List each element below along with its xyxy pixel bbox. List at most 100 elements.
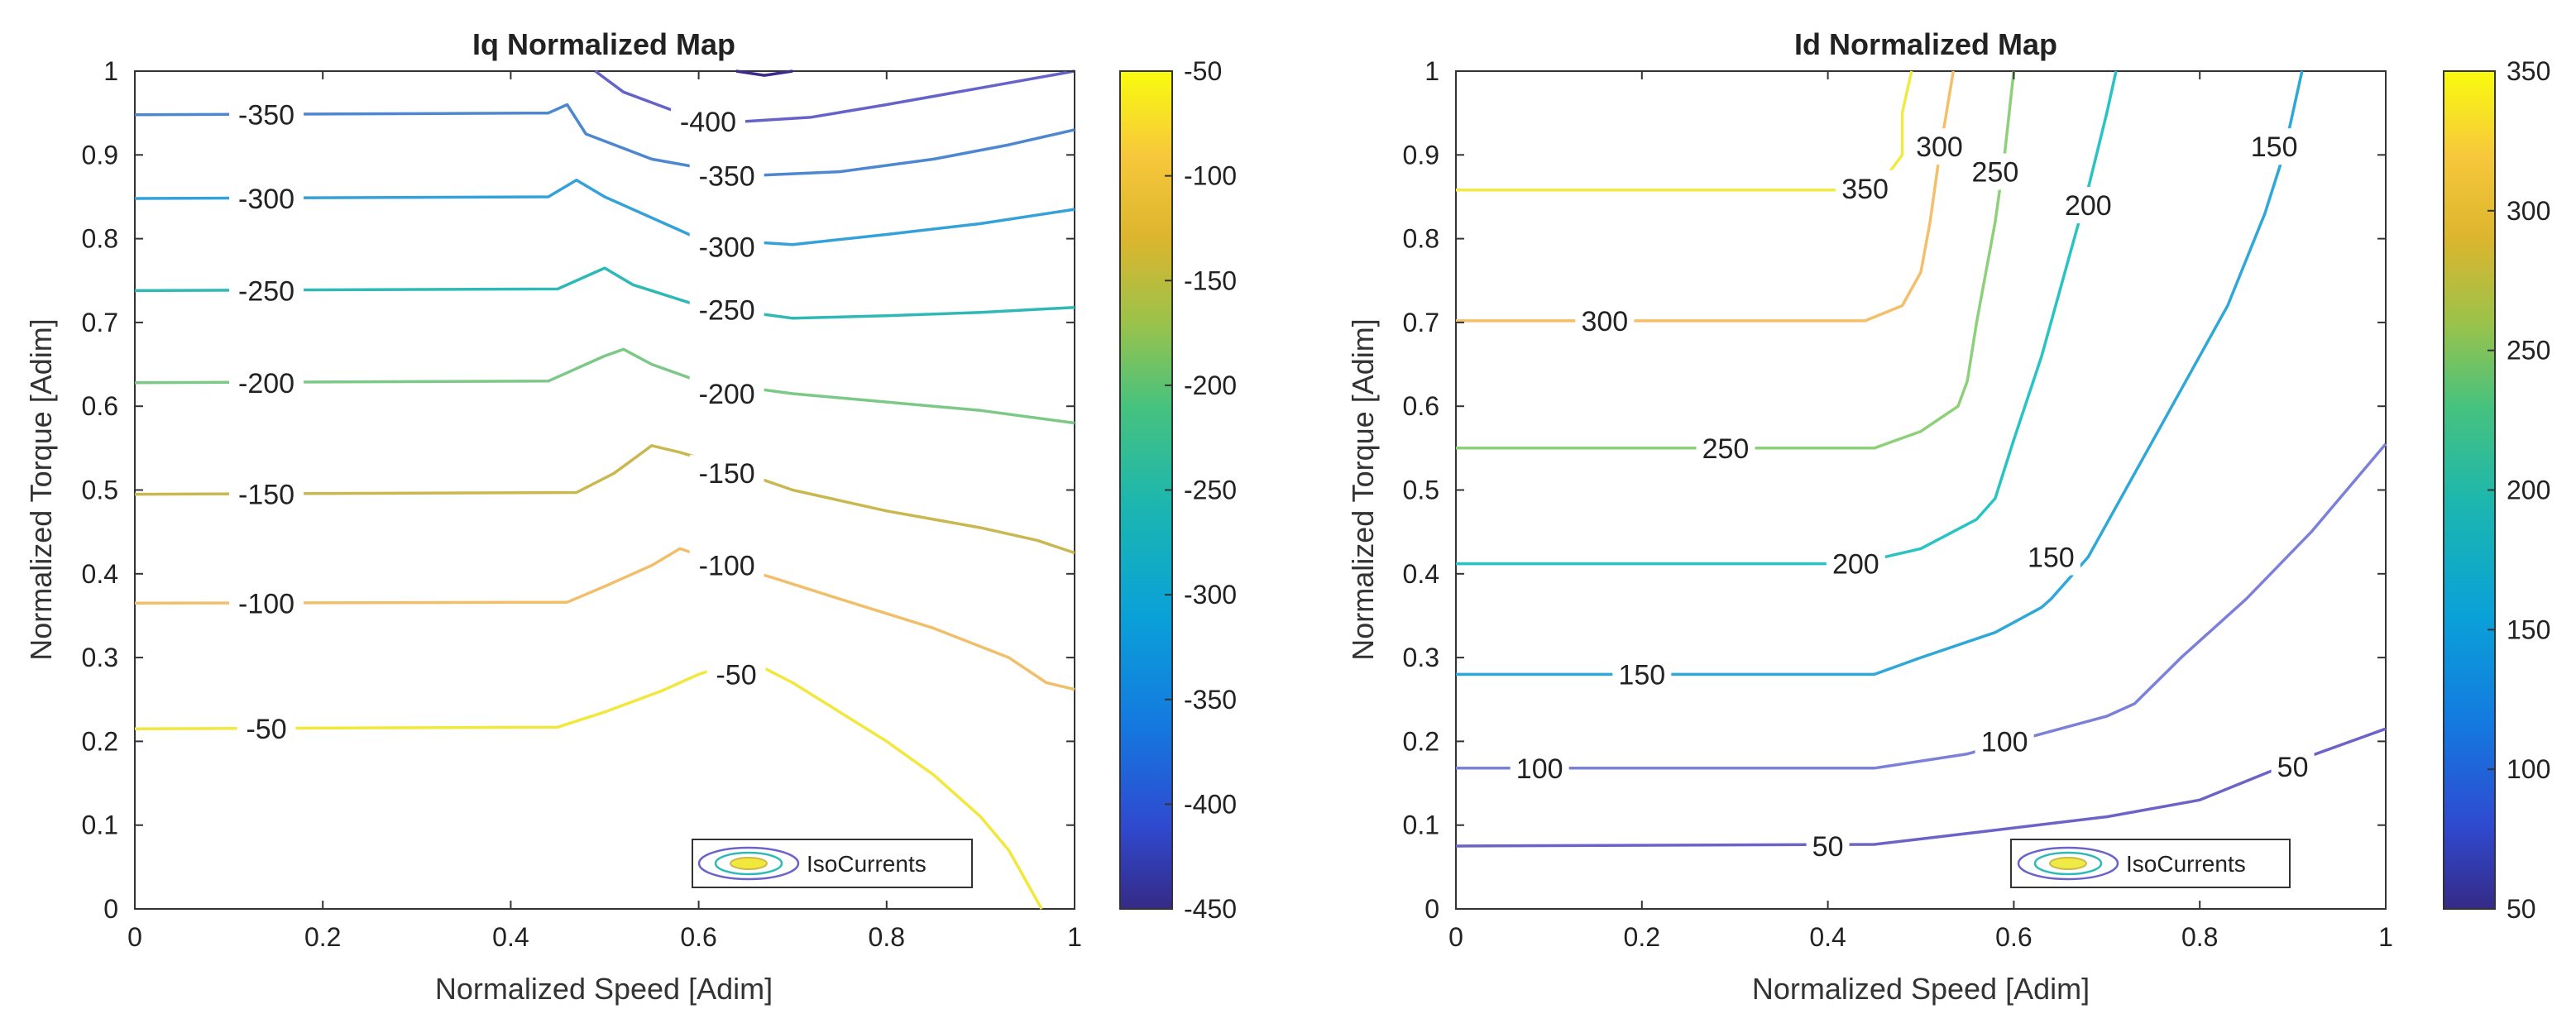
id-plot-area	[1455, 70, 2387, 910]
iq-x-tick-label: 0.6	[680, 922, 716, 952]
iq-contour-label: -100	[238, 588, 294, 619]
iq-legend-contour-icon-mid	[714, 851, 783, 876]
id-colorbar: 50 100 150 200 250 300 350	[2443, 56, 2550, 924]
id-contour-label: 150	[2028, 543, 2075, 574]
id-y-tick-label: 0.5	[1403, 476, 1439, 505]
iq-x-tick-label: 0.4	[492, 922, 529, 952]
id-contour-label-bg	[1575, 302, 1635, 339]
id-contour-line	[1456, 70, 2118, 566]
iq-legend-contour-icon	[697, 846, 800, 881]
id-contour-label: 250	[1972, 157, 2019, 189]
id-y-tick-label: 0.8	[1403, 224, 1439, 254]
iq-y-ticks: 0 0.1 0.2 0.3 0.4 0.5 0.6 0.7 0.8 0.9 1	[82, 56, 1075, 924]
iq-contour-label-bg	[706, 656, 766, 693]
iq-x-axis-label: Normalized Speed [Adim]	[435, 972, 773, 1006]
iq-contour-label: -250	[238, 275, 294, 307]
id-y-tick-label: 0	[1424, 894, 1439, 924]
iq-contour-label: -150	[238, 480, 294, 511]
iq-contour-label-bg	[670, 103, 745, 140]
iq-contour-label-bg	[689, 455, 764, 492]
iq-contour-label: -300	[238, 184, 294, 215]
iq-contour-label: -300	[699, 232, 755, 264]
id-legend-contour-icon-inner	[2049, 857, 2087, 870]
id-contour-label-bg	[1966, 153, 2025, 190]
iq-contour-label: -50	[246, 714, 286, 745]
iq-legend-contour-icon-inner	[730, 857, 768, 870]
iq-contour-label-bg	[689, 547, 764, 584]
iq-contour-label-bg	[689, 228, 764, 265]
iq-contour-line	[134, 660, 1043, 910]
iq-legend-label: IsoCurrents	[807, 851, 926, 877]
iq-y-tick-label: 1	[103, 56, 118, 86]
iq-y-axis-label: Normalized Torque [Adim]	[24, 318, 58, 661]
iq-colorbar-tick-label: -350	[1184, 685, 1237, 715]
id-y-tick-label: 0.4	[1403, 559, 1439, 589]
iq-panel: Iq Normalized Map -50 -50 -100 -100 -150 -150…	[24, 27, 1237, 1006]
id-contour-label-bg	[1806, 828, 1850, 865]
id-contour-line	[1456, 70, 1913, 192]
iq-contour-label: -200	[238, 368, 294, 399]
id-contour-label: 50	[2277, 752, 2309, 783]
iq-y-tick-label: 0.7	[82, 308, 118, 337]
id-legend-contour-icon	[2017, 846, 2119, 881]
iq-y-tick-label: 0.9	[82, 140, 118, 170]
id-y-tick-label: 0.3	[1403, 643, 1439, 672]
id-contour-label-bg	[1696, 429, 1755, 466]
iq-contour-label: -250	[699, 295, 755, 327]
id-x-tick-label: 0.6	[1995, 922, 2032, 952]
iq-y-tick-label: 0	[103, 894, 118, 924]
id-contour-label-bg	[2058, 187, 2118, 224]
iq-contours: -50 -50 -100 -100 -150 -150 -200 -200 -250 -250 -3…	[134, 69, 1075, 910]
iq-x-ticks: 0 0.2 0.4 0.6 0.8 1	[127, 71, 1082, 952]
id-x-tick-label: 0.2	[1624, 922, 1660, 952]
iq-colorbar: -450 -400 -350 -300 -250 -200 -150 -100 -50	[1119, 56, 1237, 924]
iq-colorbar-tick-label: -100	[1184, 161, 1237, 191]
id-panel: Id Normalized Map 5050100100150150150200…	[1346, 27, 2550, 1006]
iq-contour-label: -50	[716, 659, 756, 691]
iq-contour-label: -150	[699, 458, 755, 490]
id-contour-label-bg	[1909, 128, 1969, 165]
id-contour-label: 200	[1832, 549, 1879, 581]
id-colorbar-tick-label: 100	[2507, 754, 2550, 784]
id-colorbar-tick-label: 150	[2507, 614, 2550, 644]
iq-contour-label: -400	[680, 107, 736, 138]
id-contour-line	[1456, 442, 2387, 770]
id-colorbar-scale	[2443, 70, 2496, 910]
id-contour-label: 200	[2065, 190, 2112, 222]
id-x-axis-label: Normalized Speed [Adim]	[1752, 972, 2090, 1006]
id-y-ticks: 0 0.1 0.2 0.3 0.4 0.5 0.6 0.7 0.8 0.9 1	[1403, 56, 2386, 924]
id-y-axis-label: Normalized Torque [Adim]	[1346, 318, 1380, 661]
id-contour-label: 300	[1916, 131, 1963, 163]
id-colorbar-tick-label: 200	[2507, 476, 2550, 505]
id-y-tick-label: 0.2	[1403, 726, 1439, 756]
id-contour-label: 250	[1702, 433, 1750, 465]
id-colorbar-tick-label: 250	[2507, 336, 2550, 366]
id-colorbar-tick-label: 50	[2507, 894, 2536, 924]
id-colorbar-tick-label: 300	[2507, 196, 2550, 226]
id-colorbar-ticks: 50 100 150 200 250 300 350	[2487, 56, 2550, 924]
id-contour-label: 150	[2251, 131, 2298, 163]
id-contour-label: 350	[1841, 174, 1889, 205]
iq-y-tick-label: 0.3	[82, 643, 118, 672]
id-contour-label: 50	[1812, 831, 1844, 863]
iq-colorbar-tick-label: -150	[1184, 265, 1237, 295]
id-y-tick-label: 0.9	[1403, 140, 1439, 170]
iq-contour-label-bg	[229, 96, 304, 133]
id-x-tick-label: 0	[1448, 922, 1463, 952]
id-x-tick-label: 1	[2378, 922, 2393, 952]
id-title: Id Normalized Map	[1794, 27, 2057, 61]
iq-colorbar-tick-label: -200	[1184, 371, 1237, 400]
id-y-tick-label: 1	[1424, 56, 1439, 86]
id-contour-label-bg	[1975, 723, 2034, 760]
id-contour-label-bg	[1612, 656, 1672, 693]
iq-colorbar-tick-label: -250	[1184, 476, 1237, 505]
iq-y-tick-label: 0.2	[82, 726, 118, 756]
iq-colorbar-scale	[1119, 70, 1173, 910]
iq-contour-label-bg	[237, 710, 296, 748]
iq-y-tick-label: 0.1	[82, 810, 118, 840]
id-contour-label-bg	[1836, 170, 1895, 207]
id-contours: 50 50 100 100 150 150 150 200 200 250 250 300 300 350	[1455, 70, 2387, 865]
iq-contour-label: -350	[699, 161, 755, 193]
id-y-tick-label: 0.1	[1403, 810, 1439, 840]
